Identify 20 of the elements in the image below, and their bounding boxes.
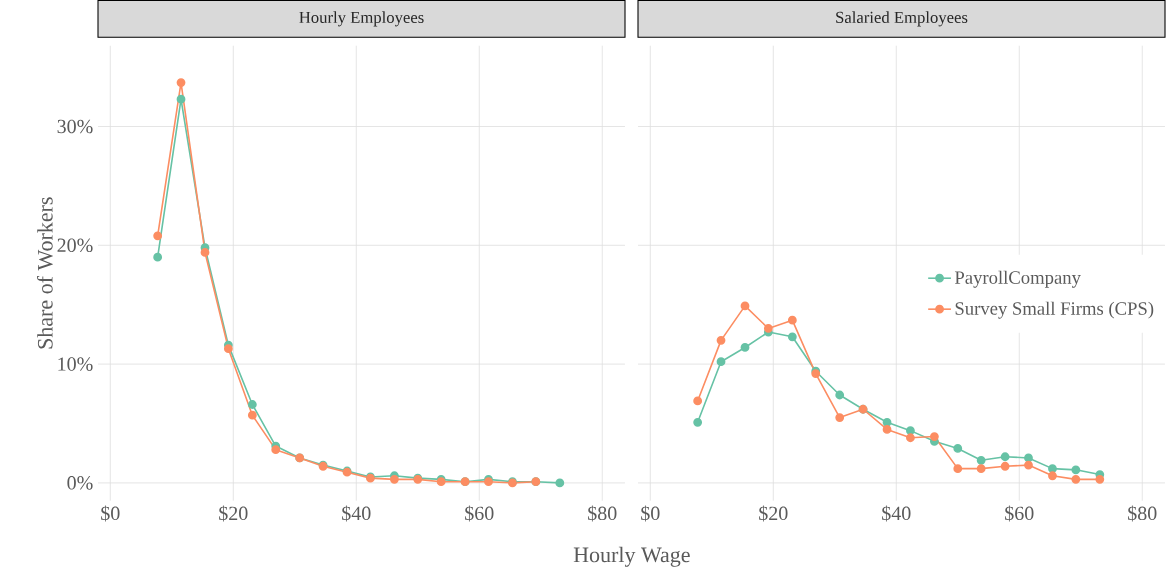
x-tick-label: $0 [641, 505, 660, 522]
y-tick-label: 30% [57, 119, 93, 134]
y-tick-label: 0% [67, 476, 93, 490]
chart-title: Salaried Employees [836, 11, 968, 27]
x-tick-label: $0 [101, 505, 120, 522]
x-tick-label: $40 [342, 505, 371, 522]
x-axis-title: Hourly Wage [573, 546, 690, 567]
legend-label: PayrollCompany [954, 270, 1081, 288]
y-tick-label: 20% [57, 238, 93, 253]
x-tick-label: $20 [219, 505, 248, 522]
x-tick-label: $60 [465, 505, 494, 522]
x-tick-label: $80 [1128, 505, 1157, 522]
x-tick-label: $20 [759, 505, 788, 522]
legend-label: Survey Small Firms (CPS) [955, 301, 1154, 319]
y-tick-label: 10% [58, 357, 93, 372]
x-tick-label: $60 [1005, 505, 1034, 522]
x-tick-label: $80 [588, 505, 617, 522]
x-tick-label: $40 [882, 505, 911, 522]
y-axis-title: Share of Workers [36, 197, 53, 349]
chart-title: Hourly Employees [299, 11, 424, 27]
